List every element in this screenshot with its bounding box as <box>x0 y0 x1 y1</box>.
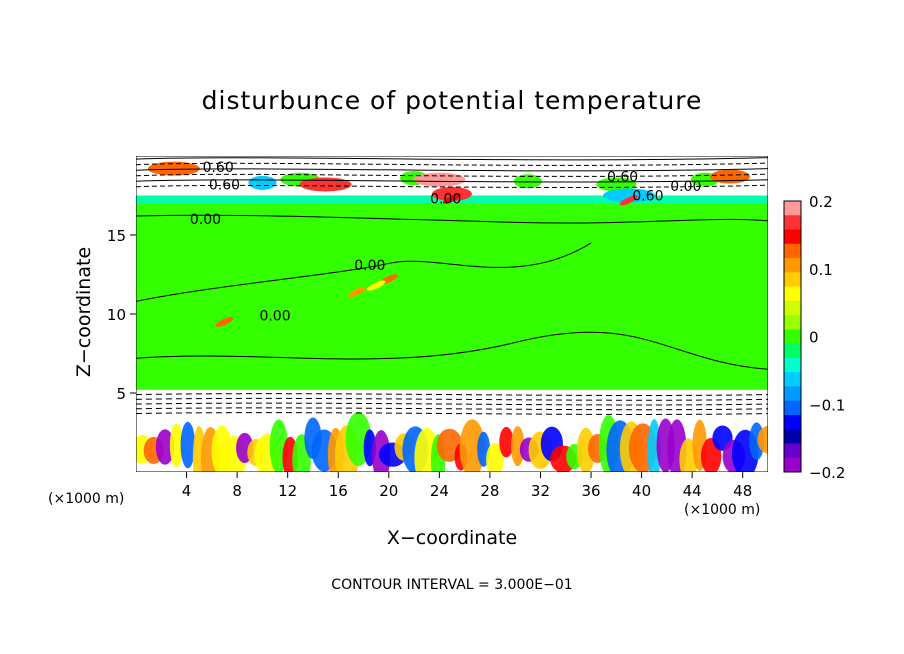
x-tick-label: 20 <box>379 482 398 500</box>
contour-label: 0.60 <box>203 160 234 176</box>
contour-label: 0.00 <box>354 258 385 274</box>
colorbar-swatch <box>784 258 801 273</box>
x-unit-left: (×1000 m) <box>48 491 125 507</box>
lower-blob <box>486 442 504 472</box>
chart-title: disturbunce of potential temperature <box>201 86 703 115</box>
colorbar-swatch <box>784 400 801 416</box>
upper-blob <box>248 175 277 190</box>
upper-blob <box>413 172 466 187</box>
anomaly-streak <box>442 193 462 204</box>
mid-contour <box>136 214 768 224</box>
contour-label: 0.60 <box>632 189 663 205</box>
x-unit-right: (×1000 m) <box>684 502 761 518</box>
mid-contour <box>136 242 592 302</box>
x-tick-label: 12 <box>278 482 297 500</box>
upper-blob <box>602 188 655 203</box>
colorbar-swatch <box>784 215 801 231</box>
lower-blob <box>647 419 661 472</box>
colorbar-swatch <box>784 386 801 402</box>
x-tick-label: 8 <box>232 482 242 500</box>
colorbar-swatch <box>784 315 801 330</box>
x-tick-label: 28 <box>480 482 499 500</box>
x-tick-label: 16 <box>329 482 348 500</box>
contour-label: 0.60 <box>607 170 638 186</box>
upper-contour <box>136 179 768 183</box>
contour-label: 0.00 <box>670 179 701 195</box>
lower-blob <box>757 426 768 454</box>
colorbar-tick-label: −0.2 <box>809 464 845 482</box>
mid-contour <box>136 331 768 370</box>
colorbar-swatch <box>784 357 801 373</box>
colorbar-swatch <box>784 272 801 288</box>
upper-blob <box>432 186 472 201</box>
lower-contour <box>136 412 768 415</box>
x-tick-label: 24 <box>430 482 449 500</box>
contour-label: 0.00 <box>190 212 221 228</box>
y-tick-label: 5 <box>116 385 126 403</box>
upper-contour <box>136 168 768 172</box>
colorbar-swatch <box>784 414 801 430</box>
upper-contour <box>136 184 768 188</box>
lower-contour <box>136 393 768 396</box>
colorbar-swatch <box>784 243 801 259</box>
y-tick-label: 15 <box>107 227 126 245</box>
x-tick-label: 36 <box>581 482 600 500</box>
field-group <box>136 156 768 472</box>
anomaly-streak <box>619 195 639 206</box>
colorbar-swatch <box>784 443 801 459</box>
y-tick-label: 10 <box>107 306 126 324</box>
contour-label: 0.00 <box>430 192 461 208</box>
colorbar-swatch <box>784 286 801 302</box>
colorbar-swatch <box>784 457 801 473</box>
colorbar-tick-label: 0.2 <box>809 193 833 211</box>
upper-contour <box>136 162 768 166</box>
lower-contour <box>136 407 768 411</box>
colorbar-frame <box>783 200 802 473</box>
colorbar-swatch <box>784 372 801 387</box>
anomaly-streak <box>367 280 386 291</box>
x-tick-label: 32 <box>531 482 550 500</box>
colorbar-tick-label: 0.1 <box>809 261 833 279</box>
colorbar-tick-label: 0 <box>809 329 819 347</box>
upper-blob <box>596 177 637 192</box>
x-tick-label: 44 <box>683 482 702 500</box>
anomaly-streak <box>215 316 234 327</box>
upper-blob <box>147 161 200 176</box>
anomaly-streak <box>348 286 367 297</box>
colorbar-swatch <box>784 229 801 245</box>
upper-blob <box>299 177 352 192</box>
x-tick-label: 4 <box>182 482 192 500</box>
upper-contour <box>136 157 768 161</box>
colorbar-swatch <box>784 201 801 216</box>
lower-blob <box>155 429 175 465</box>
colorbar-tick-label: −0.1 <box>809 396 845 414</box>
x-tick-label: 48 <box>733 482 752 500</box>
lower-blob <box>169 423 184 468</box>
upper-blob <box>710 169 751 184</box>
colorbar-swatch <box>784 343 801 359</box>
x-axis-label: X−coordinate <box>386 527 518 549</box>
colorbar-swatch <box>784 300 801 316</box>
colorbar-swatch <box>784 429 801 444</box>
contour-interval: CONTOUR INTERVAL = 3.000E−01 <box>331 577 573 593</box>
lower-contour <box>136 402 768 406</box>
upper-contour <box>136 173 768 177</box>
colorbar-swatch <box>784 329 801 345</box>
lower-blob <box>180 421 196 469</box>
x-tick-label: 40 <box>632 482 651 500</box>
contour-label: 0.60 <box>209 177 240 193</box>
lower-blob <box>511 426 525 467</box>
lower-blob <box>499 426 514 458</box>
contour-label: 0.00 <box>259 309 290 325</box>
y-axis-label: Z−coordinate <box>73 246 95 378</box>
lower-contour <box>136 397 768 401</box>
